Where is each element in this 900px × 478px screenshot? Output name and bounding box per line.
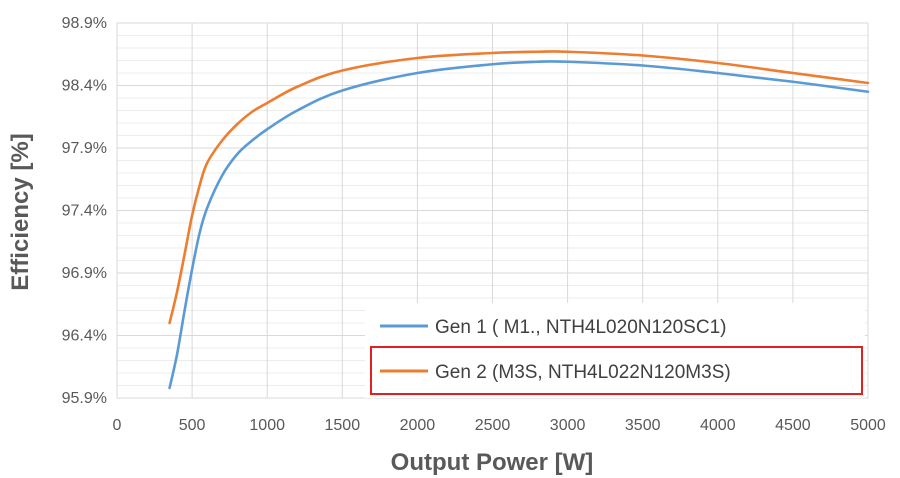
y-tick-label: 95.9% — [62, 390, 107, 407]
series-line-gen1 — [168, 60, 870, 390]
legend-label-gen2: Gen 2 (M3S, NTH4L022N120M3S) — [435, 362, 731, 383]
y-axis-title: Efficiency [%] — [7, 133, 34, 290]
y-axis-tick-labels: 95.9% 96.4% 96.9% 97.4% 97.9% 98.4% 98.9% — [62, 15, 107, 407]
legend-highlight-box — [370, 346, 863, 395]
series-line-gen2 — [168, 50, 870, 325]
x-tick-label: 2000 — [400, 417, 436, 434]
y-tick-label: 98.9% — [62, 15, 107, 32]
x-tick-label: 1000 — [249, 417, 285, 434]
x-tick-label: 2500 — [475, 417, 511, 434]
y-tick-label: 98.4% — [62, 78, 107, 95]
y-tick-label: 96.4% — [62, 328, 107, 345]
x-tick-label: 3500 — [625, 417, 661, 434]
x-tick-label: 1500 — [325, 417, 361, 434]
x-tick-label: 5000 — [850, 417, 886, 434]
x-tick-label: 0 — [113, 417, 122, 434]
x-axis-title: Output Power [W] — [391, 449, 594, 476]
x-tick-label: 500 — [179, 417, 206, 434]
x-axis-tick-labels: 0 500 1000 1500 2000 2500 3000 3500 4000 4500 5000 — [113, 417, 886, 434]
legend-box — [365, 303, 865, 398]
x-tick-label: 4000 — [700, 417, 736, 434]
y-tick-label: 97.9% — [62, 140, 107, 157]
y-tick-label: 96.9% — [62, 265, 107, 282]
legend: Gen 1 ( M1., NTH4L020N120SC1) Gen 2 (M3S… — [365, 303, 865, 398]
series-lines — [168, 50, 870, 390]
legend-label-gen1: Gen 1 ( M1., NTH4L020N120SC1) — [435, 317, 726, 338]
x-tick-label: 3000 — [550, 417, 586, 434]
x-tick-label: 4500 — [775, 417, 811, 434]
y-tick-label: 97.4% — [62, 203, 107, 220]
